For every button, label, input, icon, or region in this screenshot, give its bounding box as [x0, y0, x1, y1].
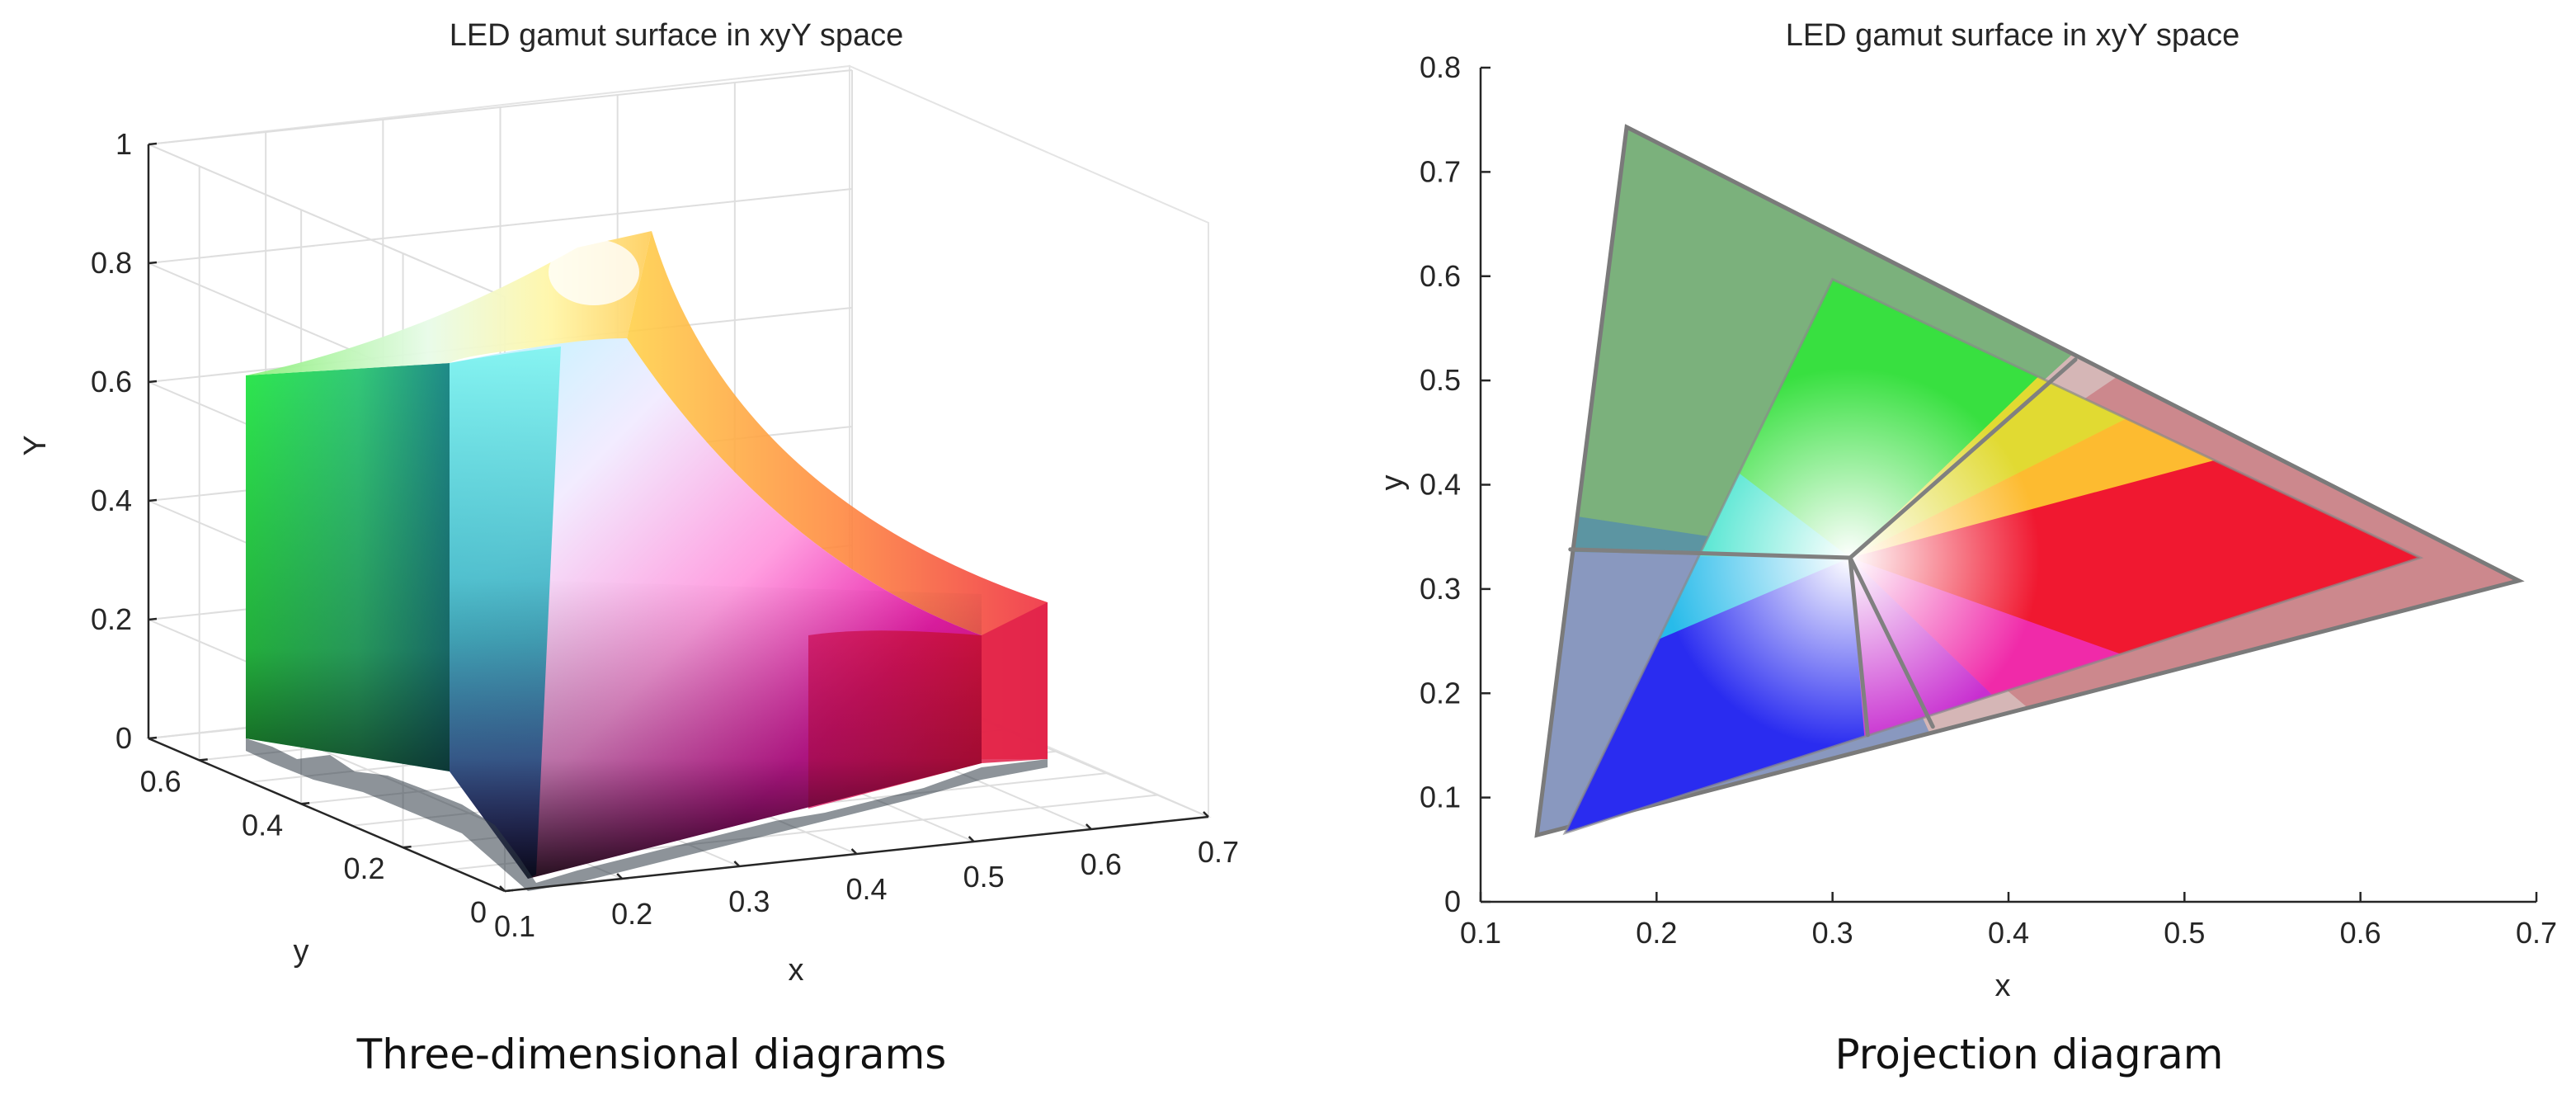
boundary-line [1848, 357, 2078, 560]
x-tick-label: 0.4 [845, 872, 887, 906]
chart-3d: LED gamut surface in xyY space [18, 18, 1239, 1078]
x-tick-label: 0.2 [1636, 916, 1677, 950]
caption-3d: Three-dimensional diagrams [356, 1031, 947, 1078]
y-tick-label: 0.1 [1420, 781, 1461, 814]
caption-projection: Projection diagram [1834, 1031, 2223, 1078]
y-tick-label: 0.5 [1420, 363, 1461, 397]
z-tick-label: 0.8 [91, 246, 132, 280]
y-tick-label: 0.7 [1420, 154, 1461, 188]
y-tick-label: 0.4 [242, 808, 283, 842]
z-tick-label: 0.4 [91, 483, 132, 517]
x-tick-label: 0.5 [2164, 916, 2205, 950]
x-tick-label: 0.7 [1198, 835, 1239, 869]
outer-gamut-triangle [1534, 124, 2525, 838]
x-axis-label-3d: x [789, 953, 804, 988]
boundary-lines [1568, 357, 2078, 738]
x-tick-label: 0.3 [728, 884, 770, 918]
x-tick-label: 0.1 [494, 909, 535, 943]
y-tick-label: 0.6 [1420, 259, 1461, 293]
x-tick-label: 0.6 [1081, 847, 1122, 881]
x-axis-label: x [1995, 969, 2011, 1003]
y-axis-label-3d: y [294, 934, 309, 969]
boundary-line [1848, 555, 1870, 738]
x-tick-label: 0.3 [1812, 916, 1853, 950]
z-tick-label: 1 [115, 127, 132, 161]
axes-3d: 0 0.2 0.4 0.6 0.8 1 0 0.2 0.4 0.6 0.1 0.2 0.3 0.4 0.… [18, 127, 1239, 988]
chart-projection: LED gamut surface in xyY space [1375, 18, 2557, 1078]
y-tick-label: 0.6 [140, 764, 181, 798]
y-tick-label: 0 [470, 895, 487, 929]
x-tick-label: 0.7 [2516, 916, 2557, 950]
boundary-line [1848, 555, 1935, 729]
x-tick-label: 0.4 [1988, 916, 2029, 950]
x-tick-label: 0.5 [963, 860, 1005, 894]
gamut-solid [246, 231, 1048, 891]
projection-plot-area [1534, 124, 2525, 838]
z-axis-label: Y [18, 435, 53, 455]
y-tick-label: 0.4 [1420, 468, 1461, 502]
y-axis-label: y [1375, 475, 1410, 491]
z-tick-label: 0 [115, 721, 132, 755]
y-tick-label: 0 [1444, 884, 1461, 918]
y-tick-label: 0.3 [1420, 572, 1461, 606]
z-tick-label: 0.6 [91, 365, 132, 399]
y-tick-label: 0.8 [1420, 50, 1461, 84]
x-tick-label: 0.6 [2340, 916, 2381, 950]
y-tick-label: 0.2 [344, 851, 385, 885]
inner-gamut-triangle [1562, 277, 2424, 836]
chart-title-projection: LED gamut surface in xyY space [1786, 18, 2240, 53]
x-tick-label: 0.2 [611, 897, 652, 931]
chart-title: LED gamut surface in xyY space [450, 18, 904, 53]
boundary-line [1568, 547, 1853, 560]
y-tick-label: 0.2 [1420, 676, 1461, 710]
x-tick-label: 0.1 [1460, 916, 1501, 950]
axes-projection: 0.1 0.2 0.3 0.4 0.5 0.6 0.7 00.10.20.30.40.50.… [1375, 50, 2557, 1003]
z-tick-label: 0.2 [91, 602, 132, 636]
